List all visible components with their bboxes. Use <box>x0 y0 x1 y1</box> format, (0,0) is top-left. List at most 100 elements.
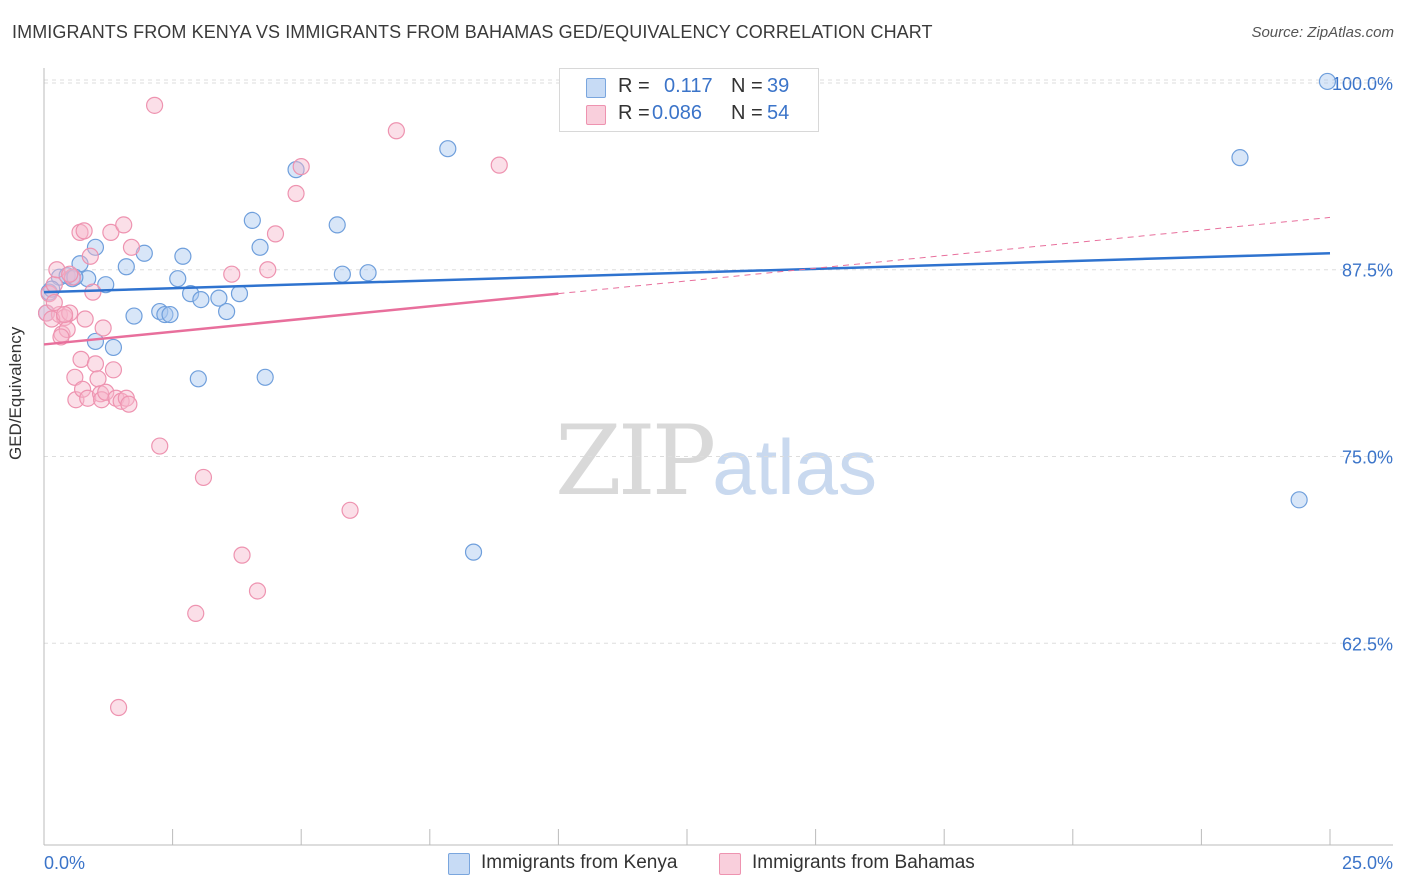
chart-title: IMMIGRANTS FROM KENYA VS IMMIGRANTS FROM… <box>12 22 933 42</box>
series-swatch-bahamas <box>719 853 741 875</box>
data-point-bahamas <box>76 310 94 328</box>
correlation-legend: R = 0.117 N = 39 R = 0.086 N = 54 <box>559 68 819 132</box>
data-point-bahamas <box>341 501 359 519</box>
y-tick-label: 75.0% <box>1342 448 1393 468</box>
x-tick-label-max: 25.0% <box>1342 853 1393 873</box>
data-point-kenya <box>86 332 105 351</box>
y-axis-label: GED/Equivalency <box>6 326 25 460</box>
data-point-bahamas <box>223 265 241 283</box>
data-point-bahamas <box>45 293 63 312</box>
data-point-kenya <box>333 265 351 283</box>
data-point-bahamas <box>84 283 102 301</box>
data-point-bahamas <box>81 247 99 265</box>
data-point-kenya <box>86 238 105 256</box>
data-point-bahamas <box>40 285 58 303</box>
data-point-kenya <box>210 289 228 307</box>
data-point-bahamas <box>79 389 97 407</box>
legend-n-value-kenya: 39 <box>767 75 790 97</box>
data-point-bahamas <box>52 328 70 346</box>
y-tick-label: 62.5% <box>1342 634 1393 654</box>
data-point-bahamas <box>259 261 277 279</box>
y-tick-label: 87.5% <box>1342 261 1393 281</box>
data-point-bahamas <box>287 184 305 203</box>
legend-swatch-kenya <box>586 78 606 98</box>
data-point-bahamas <box>145 96 164 114</box>
data-point-bahamas <box>387 122 405 140</box>
data-point-bahamas <box>97 383 115 401</box>
data-point-bahamas <box>120 395 138 413</box>
data-point-bahamas <box>72 350 90 368</box>
data-point-bahamas <box>109 698 128 717</box>
watermark-zip: ZIP <box>555 405 716 517</box>
data-point-bahamas <box>45 276 63 294</box>
data-point-kenya <box>151 302 169 321</box>
data-point-bahamas <box>104 361 123 379</box>
x-tick-label-min: 0.0% <box>44 853 85 873</box>
watermark: ZIPatlas <box>555 405 877 517</box>
data-point-kenya <box>328 216 346 234</box>
data-point-kenya <box>251 238 269 256</box>
data-point-kenya <box>1231 149 1249 167</box>
series-legend-bahamas-label: Immigrants from Bahamas <box>752 852 975 873</box>
data-point-bahamas <box>61 265 79 283</box>
data-point-kenya <box>287 161 305 179</box>
data-point-bahamas <box>63 268 81 286</box>
data-point-bahamas <box>86 355 105 373</box>
data-point-kenya <box>156 305 174 324</box>
legend-r-value-kenya: 0.117 <box>664 75 713 97</box>
legend-n-value-bahamas: 54 <box>767 102 790 124</box>
legend-n-label: N = <box>731 75 763 97</box>
data-point-kenya <box>1318 72 1337 91</box>
data-point-kenya <box>117 258 135 276</box>
trendline-kenya <box>43 252 1331 294</box>
watermark-atlas: atlas <box>712 423 877 511</box>
data-point-kenya <box>192 291 210 309</box>
data-point-kenya <box>218 302 236 321</box>
data-point-bahamas <box>233 546 251 564</box>
legend-r-value-bahamas: 0.086 <box>652 102 703 124</box>
legend-swatch-bahamas <box>586 105 606 125</box>
data-point-kenya <box>464 543 483 561</box>
legend-r-label: R = <box>618 75 650 97</box>
data-point-bahamas <box>187 604 205 622</box>
data-point-bahamas <box>248 582 267 600</box>
y-tick-label: 100.0% <box>1332 74 1393 94</box>
data-point-bahamas <box>266 225 285 243</box>
data-point-bahamas <box>48 261 66 279</box>
data-point-kenya <box>104 338 123 357</box>
data-point-bahamas <box>194 468 213 487</box>
legend-r-label: R = <box>618 102 650 124</box>
data-point-kenya <box>161 305 179 324</box>
legend-n-label: N = <box>731 102 763 124</box>
data-point-kenya <box>182 285 200 303</box>
data-point-bahamas <box>122 238 141 256</box>
data-point-kenya <box>97 276 115 294</box>
data-point-kenya <box>256 368 274 386</box>
data-point-bahamas <box>115 216 133 234</box>
data-point-kenya <box>174 247 192 265</box>
data-point-kenya <box>125 307 143 325</box>
data-point-kenya <box>169 270 187 288</box>
data-point-bahamas <box>89 370 107 388</box>
source-credit: Source: ZipAtlas.com <box>1251 24 1394 41</box>
data-point-bahamas <box>66 368 84 386</box>
data-point-kenya <box>243 211 261 230</box>
data-point-kenya <box>1290 491 1308 509</box>
data-point-bahamas <box>151 437 169 455</box>
data-point-bahamas <box>73 380 92 398</box>
data-point-bahamas <box>102 223 120 241</box>
series-legend-kenya-label: Immigrants from Kenya <box>481 852 678 873</box>
data-point-bahamas <box>490 156 508 174</box>
series-swatch-kenya <box>448 853 470 875</box>
data-point-kenya <box>230 285 249 303</box>
data-point-bahamas <box>55 305 74 324</box>
data-point-kenya <box>359 264 377 282</box>
data-point-bahamas <box>94 319 112 337</box>
data-point-bahamas <box>43 310 61 328</box>
data-point-bahamas <box>292 158 310 176</box>
data-point-kenya <box>439 140 457 158</box>
trendline-bahamas-projection <box>558 216 1331 295</box>
data-point-bahamas <box>75 222 93 240</box>
trendline-bahamas <box>43 292 559 346</box>
